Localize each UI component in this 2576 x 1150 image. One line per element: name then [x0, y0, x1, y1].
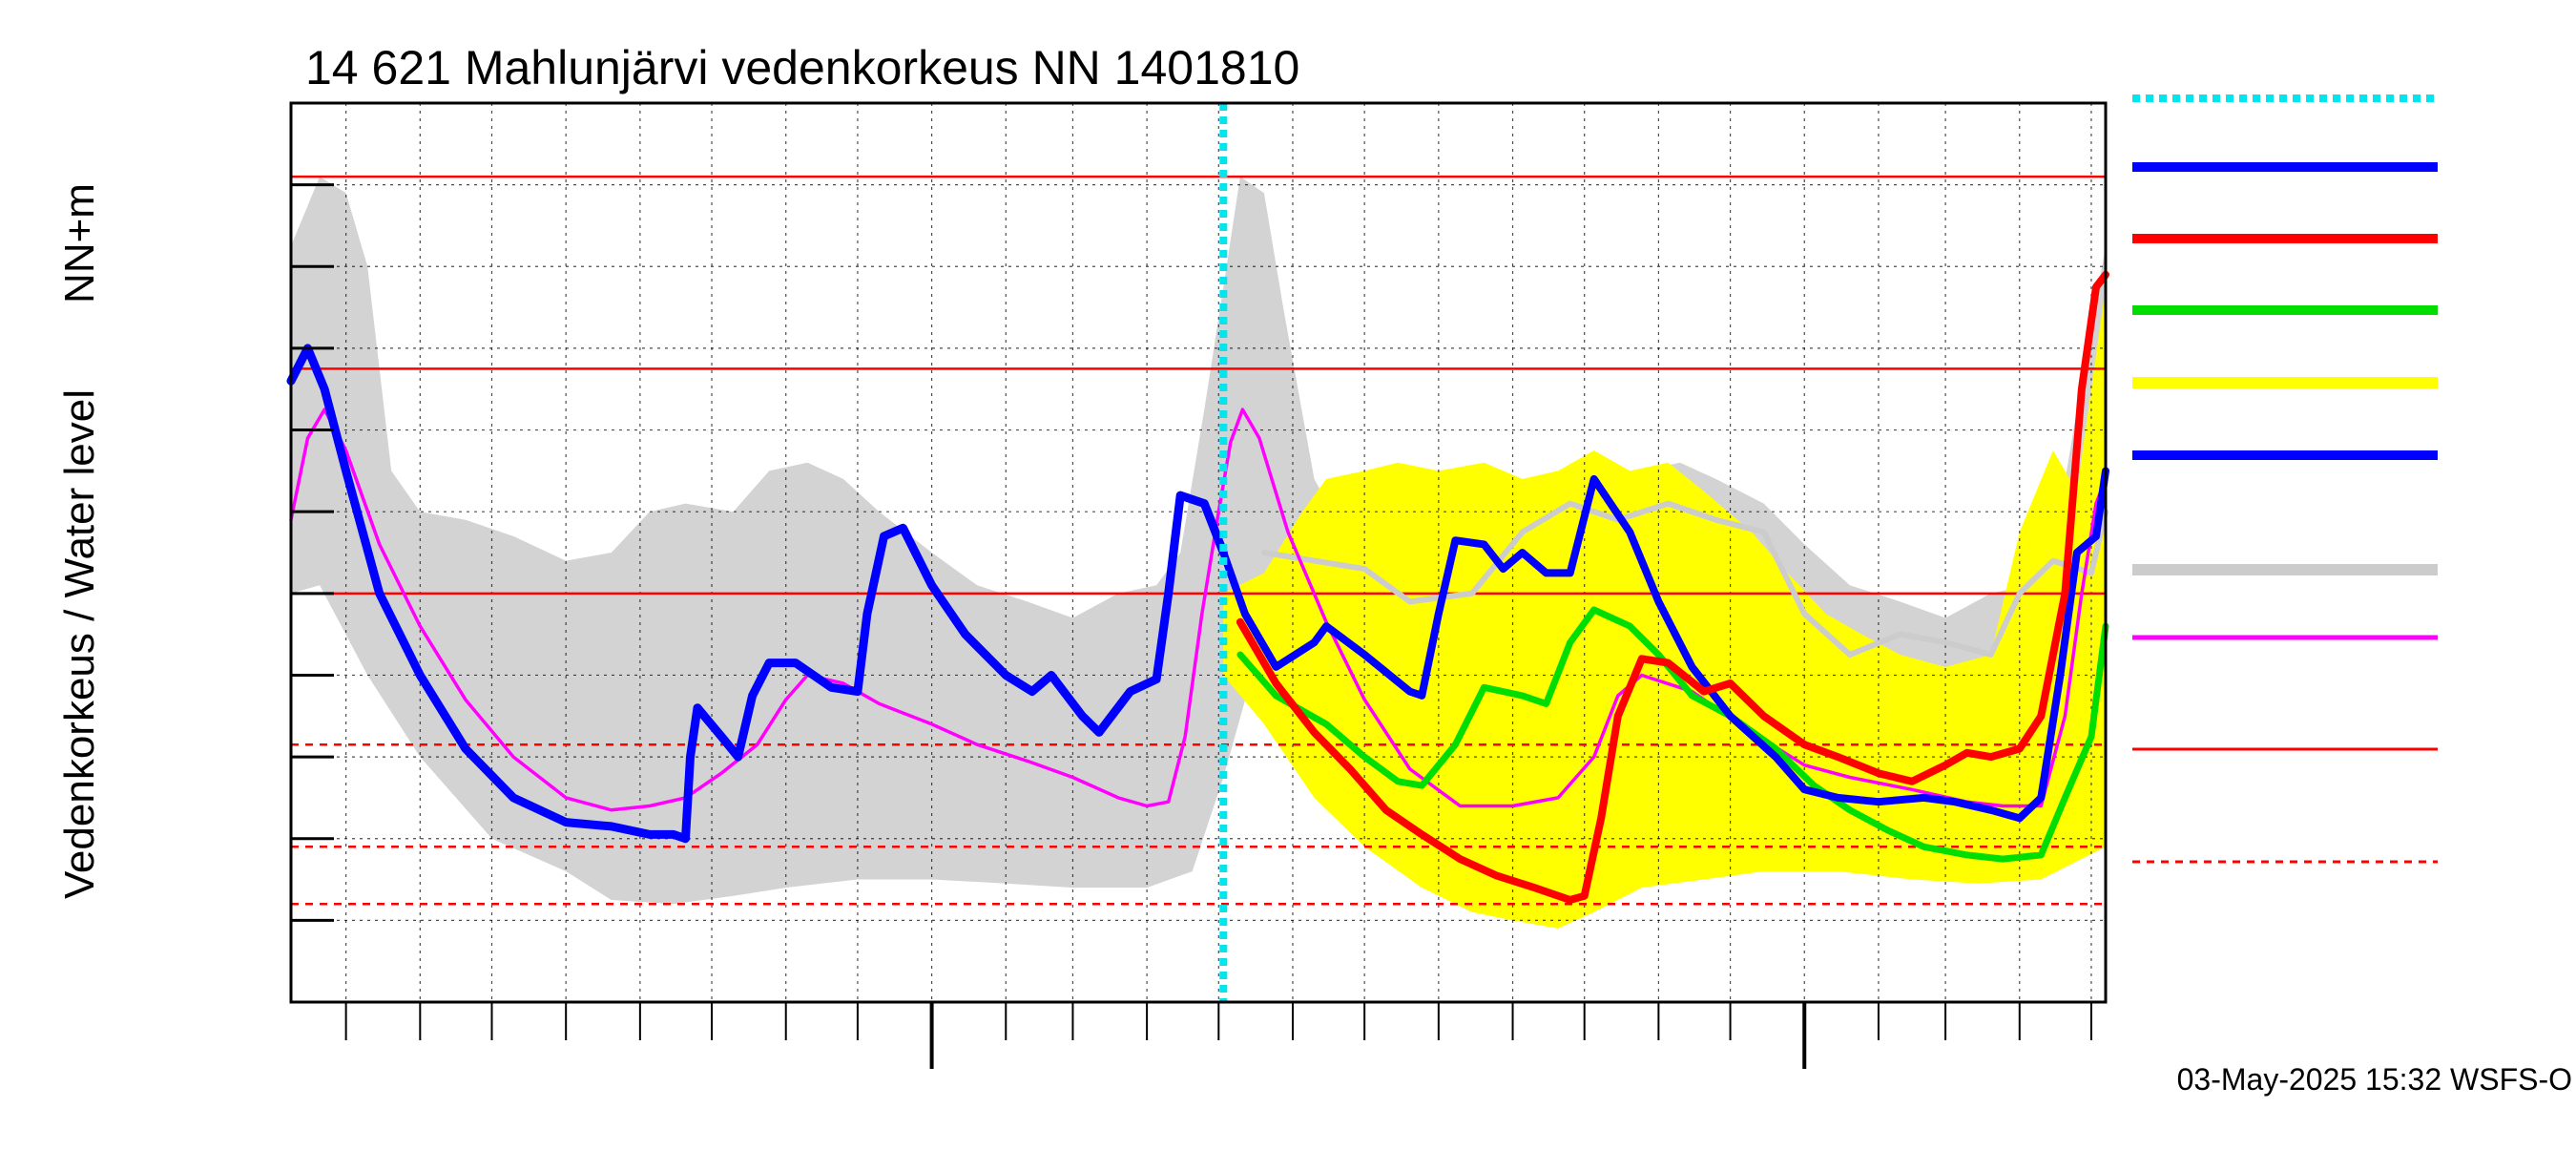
series-line-5	[1260, 500, 2109, 658]
series-line-2	[1236, 270, 2109, 904]
timestamp: 03-May-2025 15:32 WSFS-O	[2177, 1062, 2572, 1097]
series-line-4	[289, 408, 2108, 812]
range-bands	[291, 177, 2106, 929]
series-line-1	[1219, 467, 2109, 823]
reference-lines	[291, 175, 2106, 906]
series-line-0	[286, 344, 1228, 844]
y-axis-label-outer: Vedenkorkeus / Water level	[56, 389, 103, 899]
chart-title: 14 621 Mahlunjärvi vedenkorkeus NN 14018…	[305, 41, 1299, 94]
series-line-3	[1236, 606, 2109, 863]
time-axis	[344, 1002, 2092, 1069]
data-series	[286, 103, 2109, 1002]
legend	[2132, 94, 2438, 864]
y-axis-label-inner: NN+m	[56, 183, 103, 303]
plot-frame	[289, 101, 2108, 1004]
axis-ticks	[291, 101, 334, 1004]
grid-lines	[291, 103, 2106, 1002]
plot-border	[289, 101, 2108, 1004]
